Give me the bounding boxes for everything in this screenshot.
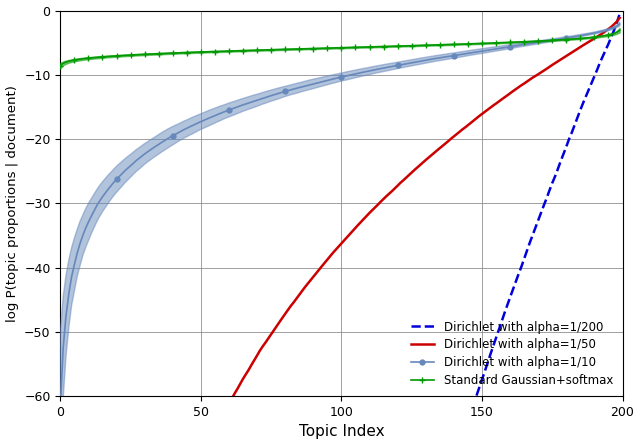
Standard Gaussian+softmax	[56, 63, 64, 68]
Dirichlet with alpha=1/10	[79, 233, 86, 238]
Dirichlet with alpha=1/50	[205, 441, 213, 445]
Dirichlet with alpha=1/50	[588, 37, 595, 43]
Dirichlet with alpha=1/200	[588, 81, 595, 86]
Standard Gaussian+softmax	[90, 55, 98, 60]
Legend: Dirichlet with alpha=1/200, Dirichlet with alpha=1/50, Dirichlet with alpha=1/10: Dirichlet with alpha=1/200, Dirichlet wi…	[407, 317, 616, 390]
Dirichlet with alpha=1/50	[568, 50, 576, 55]
Dirichlet with alpha=1/10	[588, 31, 595, 36]
Dirichlet with alpha=1/10	[616, 21, 623, 27]
Standard Gaussian+softmax	[79, 56, 86, 61]
Dirichlet with alpha=1/10	[90, 208, 98, 214]
Dirichlet with alpha=1/200	[616, 11, 623, 16]
Standard Gaussian+softmax	[205, 49, 213, 54]
Standard Gaussian+softmax	[616, 28, 623, 33]
Dirichlet with alpha=1/10	[568, 34, 576, 40]
Line: Standard Gaussian+softmax: Standard Gaussian+softmax	[58, 28, 623, 69]
Standard Gaussian+softmax	[161, 51, 168, 56]
Dirichlet with alpha=1/10	[205, 115, 213, 121]
Line: Dirichlet with alpha=1/200: Dirichlet with alpha=1/200	[97, 14, 620, 445]
Dirichlet with alpha=1/10	[56, 405, 64, 410]
Dirichlet with alpha=1/200	[568, 129, 576, 135]
X-axis label: Topic Index: Topic Index	[299, 425, 384, 440]
Dirichlet with alpha=1/10	[161, 138, 168, 143]
Line: Dirichlet with alpha=1/50: Dirichlet with alpha=1/50	[60, 18, 620, 445]
Line: Dirichlet with alpha=1/10: Dirichlet with alpha=1/10	[58, 22, 622, 409]
Standard Gaussian+softmax	[588, 35, 595, 40]
Y-axis label: log P(topic proportions | document): log P(topic proportions | document)	[6, 85, 19, 322]
Standard Gaussian+softmax	[568, 36, 576, 42]
Dirichlet with alpha=1/50	[616, 15, 623, 20]
